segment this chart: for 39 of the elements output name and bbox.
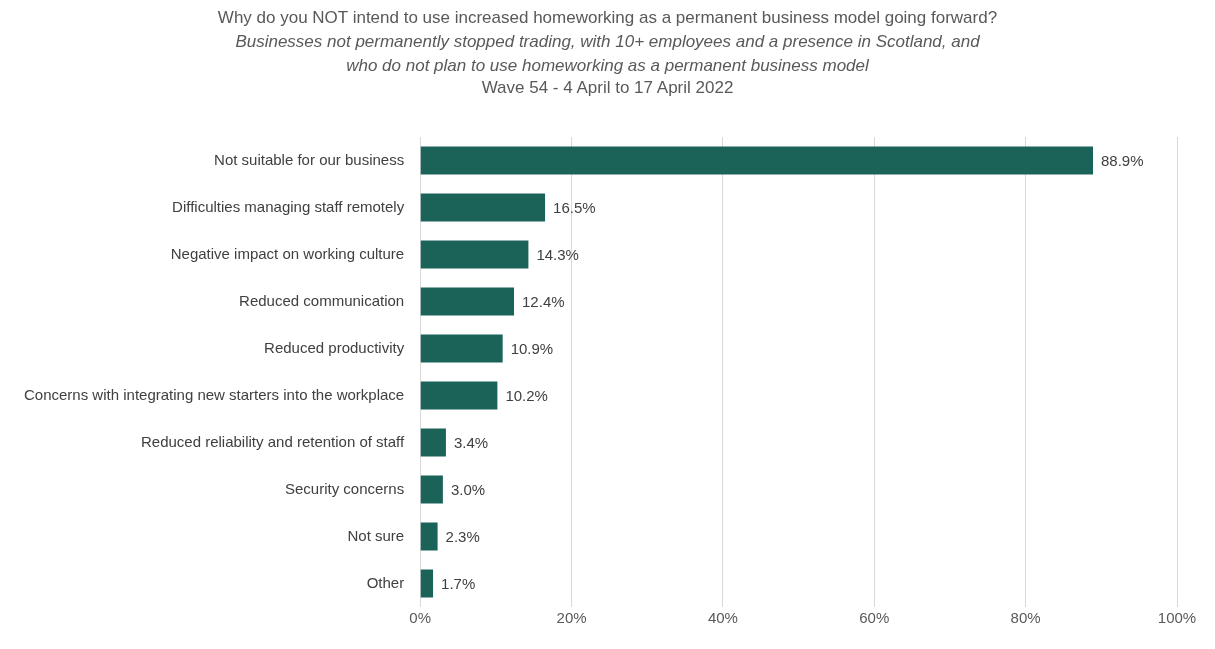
text: Wave 54 - 4 April to 17 April 2022: [480, 78, 735, 98]
y-tick-label: Reduced communication: [239, 291, 405, 309]
bar: [420, 381, 498, 410]
y-tick-label: Difficulties managing staff remotely: [172, 197, 405, 215]
y-tick-label: Negative impact on working culture: [170, 244, 405, 262]
x-tick-label: 40%: [707, 609, 738, 627]
bar: [420, 428, 446, 457]
bar: [420, 569, 434, 598]
y-tick-label: Reduced reliability and retention of staff: [140, 432, 406, 450]
x-tick-label: 20%: [556, 609, 587, 627]
bar: [420, 287, 515, 316]
x-tick-label: 100%: [1157, 609, 1197, 627]
data-label: 10.9%: [510, 339, 554, 357]
data-label: 88.9%: [1100, 151, 1144, 169]
data-label: 2.3%: [445, 527, 480, 545]
bar: [420, 240, 529, 269]
bar: [420, 522, 438, 551]
bar: [420, 334, 503, 363]
y-tick-label: Reduced productivity: [264, 338, 405, 356]
y-tick-label: Concerns with integrating new starters into the workplace: [24, 385, 405, 403]
y-tick-label: Security concerns: [284, 479, 405, 497]
y-tick-label: Not suitable for our business: [214, 150, 405, 168]
data-label: 12.4%: [522, 292, 565, 310]
data-label: 16.5%: [553, 198, 596, 216]
chart-title: Why do you NOT intend to use increased homeworking as a permanent business model going forward?: [216, 8, 999, 28]
data-label: 3.4%: [453, 433, 489, 451]
bar: [420, 475, 443, 504]
data-label: 14.3%: [536, 245, 579, 263]
x-tick-label: 0%: [409, 609, 432, 627]
x-tick-label: 80%: [1010, 609, 1041, 627]
y-tick-label: Not sure: [347, 526, 405, 544]
data-label: 3.0%: [450, 480, 486, 498]
data-label: 10.2%: [505, 386, 548, 404]
bar: [420, 146, 1093, 175]
bar: [420, 193, 546, 222]
chart-subtitle: Businesses not permanently stopped trading, with 10+ employees and a presence in Scotland, and who do not plan to use homeworking as a permanent business model: [234, 31, 981, 77]
data-label: 1.7%: [441, 574, 476, 592]
y-tick-label: Other: [366, 573, 405, 591]
x-tick-label: 60%: [859, 609, 890, 627]
